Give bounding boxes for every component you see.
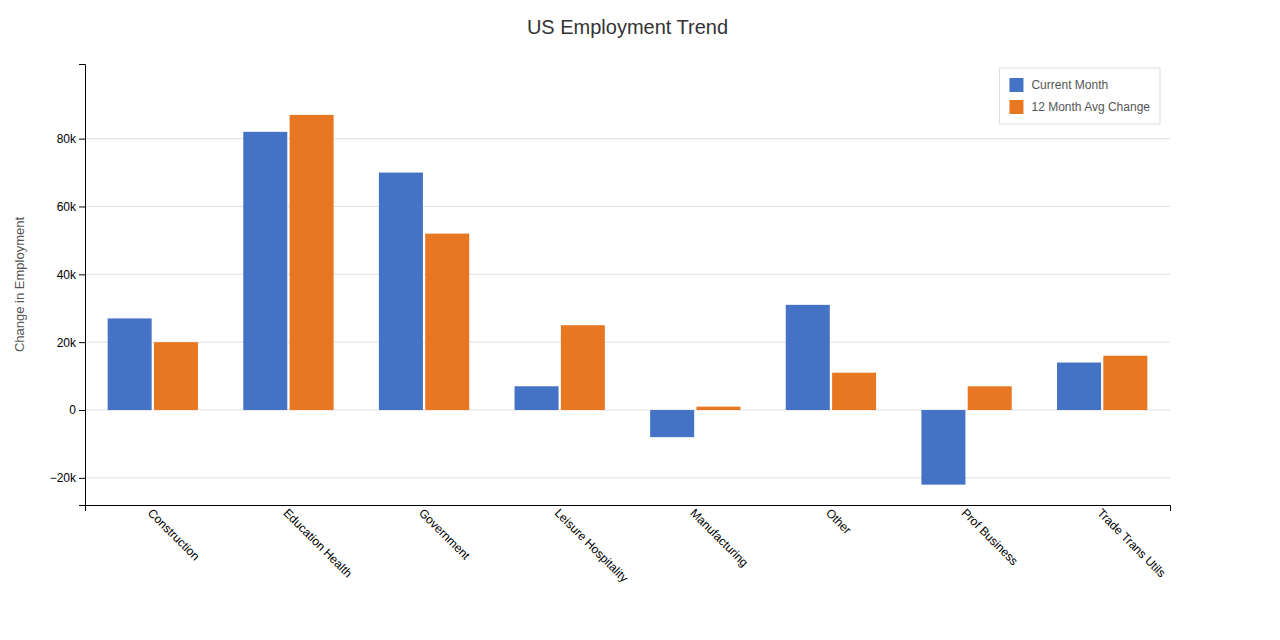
- x-tick-label: Trade Trans Utils: [1094, 506, 1168, 580]
- y-tick: 60k: [57, 200, 85, 214]
- legend-label: Current Month: [1031, 78, 1108, 92]
- y-tick: −20k: [50, 471, 85, 485]
- x-tick-label: Manufacturing: [687, 506, 751, 570]
- y-axis-title: Change in Employment: [12, 217, 27, 353]
- legend-item: 12 Month Avg Change: [1009, 100, 1150, 114]
- legend-label: 12 Month Avg Change: [1031, 100, 1150, 114]
- x-tick: Prof Business: [959, 506, 1021, 568]
- x-tick-label: Education Health: [281, 506, 356, 581]
- chart-container: −20k 0 20k 40k 60k 80k Construction Education H…: [0, 0, 1280, 640]
- x-axis-line: [86, 506, 1171, 512]
- x-tick: Education Health: [281, 506, 356, 581]
- bar: [968, 386, 1012, 410]
- y-tick-mark: [79, 274, 85, 275]
- y-tick-mark: [79, 478, 85, 479]
- x-tick-label: Prof Business: [959, 506, 1021, 568]
- bar: [786, 305, 830, 410]
- bar: [1057, 363, 1101, 410]
- x-tick-label: Other: [823, 506, 854, 537]
- bar-series: [154, 115, 1147, 410]
- bar: [379, 173, 423, 410]
- bar: [154, 342, 198, 410]
- y-axis: −20k 0 20k 40k 60k 80k: [50, 65, 86, 506]
- bar-series: [108, 132, 1101, 485]
- bars: [108, 115, 1148, 485]
- y-tick-mark: [79, 206, 85, 207]
- bar: [243, 132, 287, 410]
- bar: [832, 373, 876, 410]
- y-tick-label: 0: [69, 403, 76, 417]
- x-tick-label: Government: [416, 506, 473, 563]
- x-tick-label: Construction: [145, 506, 203, 564]
- bar: [561, 325, 605, 410]
- bar: [921, 410, 965, 485]
- legend-box: [999, 68, 1160, 124]
- y-tick-label: 80k: [57, 132, 77, 146]
- y-tick: 40k: [57, 268, 85, 282]
- y-tick: 80k: [57, 132, 85, 146]
- x-tick: Manufacturing: [687, 506, 751, 570]
- bar: [290, 115, 334, 410]
- y-tick-mark: [79, 342, 85, 343]
- bar: [108, 318, 152, 410]
- bar: [515, 386, 559, 410]
- bar: [1103, 356, 1147, 410]
- legend-item: Current Month: [1009, 78, 1108, 92]
- bar: [650, 410, 694, 437]
- plot: −20k 0 20k 40k 60k 80k Construction Education H…: [50, 65, 1171, 586]
- y-tick-mark: [79, 410, 85, 411]
- x-tick-label: Leisure Hospitality: [552, 506, 631, 585]
- y-tick-label: 40k: [57, 268, 77, 282]
- legend-swatch: [1009, 100, 1023, 114]
- y-tick-label: 60k: [57, 200, 77, 214]
- title: US Employment Trend: [527, 16, 728, 38]
- legend-swatch: [1009, 78, 1023, 92]
- x-axis: Construction Education Health Government Le…: [86, 506, 1171, 586]
- chart: −20k 0 20k 40k 60k 80k Construction Education H…: [0, 0, 1280, 640]
- x-tick: Leisure Hospitality: [552, 506, 631, 585]
- y-tick: 20k: [57, 336, 85, 350]
- y-tick-mark: [79, 139, 85, 140]
- y-tick: 0: [69, 403, 85, 417]
- x-tick: Trade Trans Utils: [1094, 506, 1168, 580]
- y-tick-label: 20k: [57, 336, 77, 350]
- x-tick: Construction: [145, 506, 203, 564]
- grid-line: [85, 477, 1170, 478]
- x-tick: Government: [416, 506, 473, 563]
- x-tick: Other: [823, 506, 854, 537]
- y-tick-label: −20k: [50, 471, 77, 485]
- bar: [696, 407, 740, 410]
- y-axis-line: [79, 65, 86, 506]
- legend: Current Month 12 Month Avg Change: [999, 68, 1160, 124]
- bar: [425, 234, 469, 410]
